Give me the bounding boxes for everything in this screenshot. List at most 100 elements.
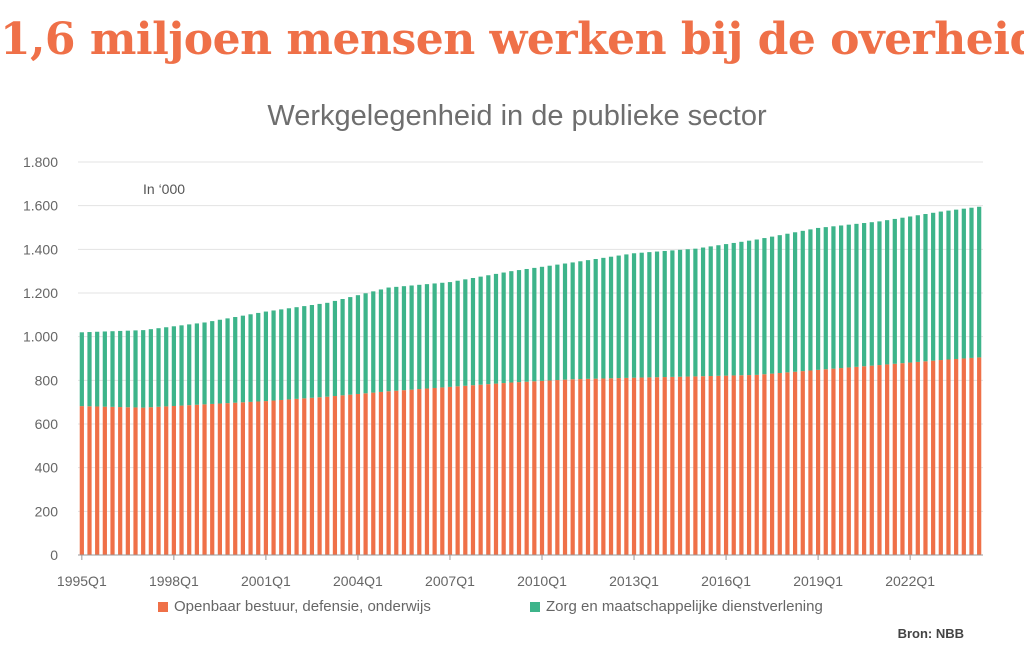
bar-care [608, 256, 614, 379]
bar-care [509, 271, 514, 383]
bar-care [394, 286, 399, 391]
bar-public-admin [754, 374, 759, 555]
bar-care [839, 225, 844, 369]
bar-care [194, 323, 199, 405]
bar-care [631, 253, 637, 378]
bar-care [87, 332, 92, 407]
bar-care [977, 206, 982, 358]
bar-public-admin [547, 380, 552, 555]
bar-care [179, 325, 184, 406]
bar-public-admin [486, 384, 491, 555]
bar-public-admin [440, 387, 445, 555]
bar-public-admin [240, 402, 246, 555]
bar-public-admin [363, 393, 368, 555]
bar-public-admin [332, 396, 338, 555]
bar-public-admin [562, 379, 568, 555]
bar-public-admin [386, 391, 391, 555]
bar-public-admin [639, 377, 644, 555]
bar-public-admin [647, 377, 652, 555]
bar-public-admin [194, 404, 199, 555]
y-tick-label: 800 [35, 372, 59, 388]
bar-care [639, 252, 644, 378]
bar-public-admin [915, 361, 920, 555]
bar-public-admin [432, 387, 437, 555]
bar-public-admin [885, 364, 890, 555]
bar-public-admin [731, 375, 736, 555]
bar-care [432, 283, 437, 388]
bar-care [946, 210, 951, 360]
bar-care [217, 319, 222, 404]
bar-care [401, 286, 407, 391]
bar-care [800, 230, 805, 372]
bar-public-admin [455, 386, 460, 555]
legend-item-care: Zorg en maatschappelijke dienstverlening [530, 598, 823, 615]
bar-public-admin [946, 359, 951, 555]
bar-public-admin [187, 405, 192, 555]
bar-care [141, 330, 146, 408]
bar-public-admin [217, 403, 222, 555]
bar-public-admin [831, 368, 836, 555]
bar-care [601, 257, 606, 379]
bar-public-admin [424, 388, 430, 555]
bar-care [785, 233, 790, 373]
bar-public-admin [348, 394, 353, 555]
bar-care [616, 255, 621, 379]
bar-public-admin [394, 390, 399, 555]
bar-care [240, 315, 246, 403]
bar-care [731, 242, 736, 376]
bar-public-admin [685, 376, 690, 555]
bar-public-admin [233, 402, 238, 555]
bar-public-admin [501, 383, 506, 555]
bar-care [969, 207, 974, 358]
bar-public-admin [954, 358, 959, 555]
bar-public-admin [869, 365, 874, 555]
bar-public-admin [908, 362, 913, 555]
legend-label: Openbaar bestuur, defensie, onderwijs [174, 598, 431, 615]
bar-public-admin [608, 378, 614, 555]
bar-care [309, 305, 315, 398]
bar-public-admin [900, 363, 905, 555]
bar-public-admin [555, 380, 560, 555]
bar-care [501, 272, 506, 384]
bar-care [417, 284, 422, 390]
chart-title: Werkgelegenheid in de publieke sector [267, 100, 767, 132]
bar-care [915, 215, 920, 362]
bar-care [340, 299, 345, 396]
bar-care [125, 330, 130, 408]
bar-public-admin [263, 401, 269, 555]
y-tick-label: 1.000 [23, 329, 58, 345]
bar-public-admin [279, 399, 284, 555]
bar-care [923, 214, 928, 362]
bar-care [885, 220, 890, 365]
bar-public-admin [700, 376, 706, 555]
bar-public-admin [616, 378, 621, 555]
bar-care [693, 248, 698, 377]
bar-care [164, 327, 169, 407]
bar-care [110, 331, 115, 407]
bar-public-admin [509, 382, 514, 555]
bar-public-admin [133, 407, 138, 555]
bar-public-admin [723, 375, 729, 555]
bar-care [762, 238, 767, 375]
bar-public-admin [286, 399, 292, 555]
bar-public-admin [593, 378, 598, 555]
bar-care [892, 218, 897, 364]
bar-care [133, 330, 138, 408]
bar-care [877, 221, 882, 366]
bar-public-admin [716, 375, 721, 555]
bar-care [677, 249, 683, 377]
bar-public-admin [378, 391, 384, 555]
bar-care [371, 291, 376, 393]
legend-item-public-admin: Openbaar bestuur, defensie, onderwijs [158, 598, 431, 615]
bar-public-admin [171, 405, 176, 555]
bar-care [593, 258, 598, 379]
bar-public-admin [95, 406, 100, 555]
y-tick-label: 1.800 [23, 154, 58, 170]
bar-care [654, 251, 660, 378]
bar-public-admin [210, 403, 215, 555]
bar-care [570, 262, 575, 380]
bar-public-admin [777, 372, 782, 555]
bar-care [670, 250, 675, 377]
bar-care [79, 332, 84, 407]
